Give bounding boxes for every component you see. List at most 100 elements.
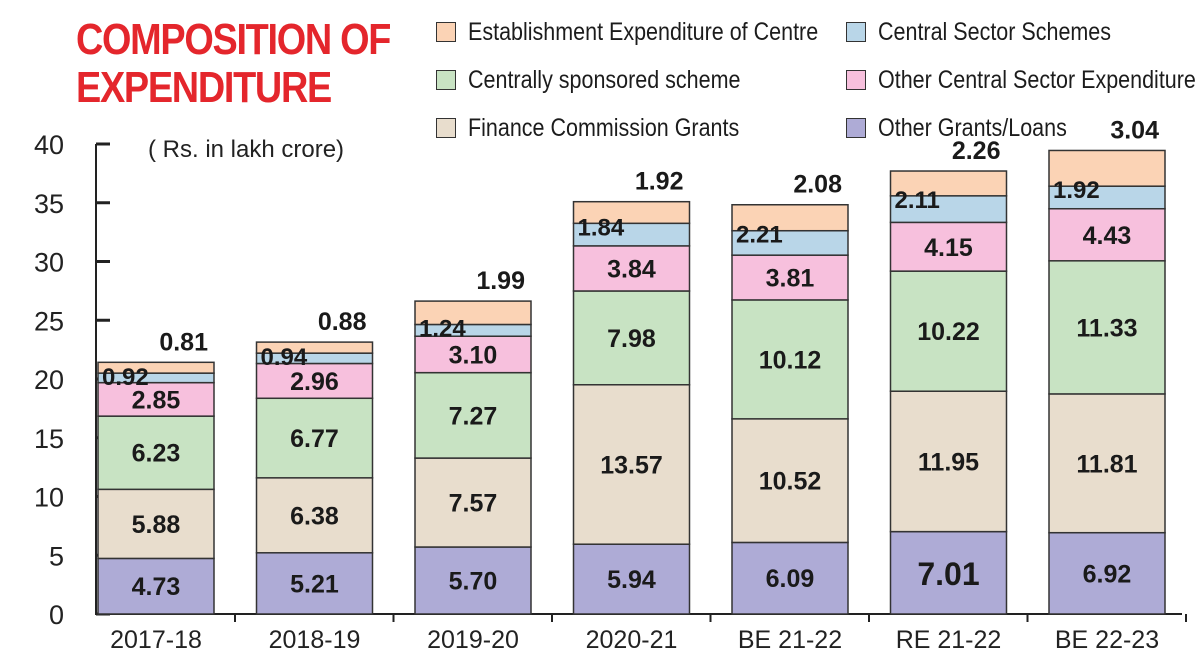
data-label-css: 6.23 bbox=[132, 440, 181, 468]
data-label-small-left: 0.94 bbox=[261, 344, 308, 371]
bar-segment-central_sector bbox=[889, 195, 1008, 224]
data-label-finance_commission: 7.57 bbox=[449, 490, 498, 518]
data-label-small-right: 1.99 bbox=[476, 267, 525, 295]
data-label-small-right: 1.92 bbox=[635, 168, 684, 196]
data-label-other_central: 4.15 bbox=[924, 234, 973, 262]
legend-item-css: Centrally sponsored scheme bbox=[436, 64, 785, 96]
bar-segment-finance_commission bbox=[572, 384, 691, 545]
bar-segment-css bbox=[97, 415, 215, 491]
bar-segment-css bbox=[255, 397, 374, 479]
unit-label: ( Rs. in lakh crore) bbox=[148, 136, 345, 163]
legend-swatch-other-grants bbox=[846, 118, 866, 138]
bar-segment-other_grants bbox=[731, 541, 849, 615]
legend-item-establishment: Establishment Expenditure of Centre bbox=[436, 16, 875, 48]
bar-segment-finance_commission bbox=[889, 390, 1008, 533]
bar-segment-other_grants bbox=[414, 546, 532, 615]
data-label-small-right: 0.81 bbox=[159, 328, 208, 356]
bar-segment-other_central bbox=[731, 254, 849, 301]
bar-segment-css bbox=[889, 270, 1008, 392]
data-label-css: 10.22 bbox=[917, 318, 980, 346]
y-tick-label: 40 bbox=[34, 130, 64, 160]
bar-segment-other_central bbox=[255, 362, 374, 400]
bar-segment-other_grants bbox=[1048, 531, 1166, 615]
legend-swatch-central-sector bbox=[846, 22, 866, 42]
bar-segment-other_grants bbox=[97, 557, 215, 615]
y-tick-label: 35 bbox=[34, 189, 64, 219]
bar-segment-css bbox=[731, 299, 849, 420]
data-label-css: 7.27 bbox=[449, 402, 498, 430]
data-label-other_central: 3.81 bbox=[766, 265, 815, 293]
bar-segment-other_grants bbox=[255, 552, 374, 615]
x-tick-label: RE 21-22 bbox=[896, 626, 1002, 654]
data-label-other_grants: 5.21 bbox=[290, 570, 339, 598]
legend-swatch-establishment bbox=[436, 22, 456, 42]
bar-segment-other_grants bbox=[572, 543, 691, 615]
data-label-css: 7.98 bbox=[607, 325, 656, 353]
bar-segment-establishment bbox=[889, 170, 1008, 197]
legend-item-central-sector: Central Sector Schemes bbox=[846, 16, 1149, 48]
y-tick-label: 30 bbox=[34, 248, 64, 278]
x-tick-label: 2017-18 bbox=[110, 626, 202, 654]
data-label-other_central: 4.43 bbox=[1083, 222, 1132, 250]
data-label-finance_commission: 13.57 bbox=[600, 451, 663, 479]
bar-segment-central_sector bbox=[572, 222, 691, 247]
data-label-small-right: 0.88 bbox=[318, 308, 367, 336]
data-label-small-left: 1.92 bbox=[1053, 177, 1100, 204]
bar-segment-finance_commission bbox=[255, 477, 374, 554]
data-label-finance_commission: 11.95 bbox=[918, 448, 979, 476]
bar-segment-central_sector bbox=[255, 352, 374, 365]
bar-segment-central_sector bbox=[731, 229, 849, 256]
data-label-small-left: 2.21 bbox=[736, 222, 783, 249]
data-label-small-right: 2.08 bbox=[793, 171, 842, 199]
y-tick-label: 25 bbox=[34, 306, 64, 336]
x-tick-label: BE 21-22 bbox=[738, 626, 842, 654]
bar-segment-finance_commission bbox=[97, 488, 215, 560]
data-label-other_grants: 6.09 bbox=[766, 565, 815, 593]
data-label-css: 10.12 bbox=[759, 346, 822, 374]
chart-title-line-2: EXPENDITURE bbox=[76, 63, 332, 112]
legend-label-css: Centrally sponsored scheme bbox=[468, 65, 741, 94]
data-label-other_grants: 5.70 bbox=[449, 568, 498, 596]
data-label-small-right: 3.04 bbox=[1110, 116, 1159, 144]
data-label-other_grants: 5.94 bbox=[607, 566, 656, 594]
data-label-other_central: 3.84 bbox=[607, 255, 656, 283]
data-label-finance_commission: 6.38 bbox=[290, 502, 339, 530]
bar-segment-other_central bbox=[97, 381, 215, 417]
bar-segment-establishment bbox=[731, 203, 849, 232]
legend-label-other-grants: Other Grants/Loans bbox=[878, 113, 1067, 142]
bar-segment-finance_commission bbox=[414, 457, 532, 548]
legend-item-finance-commission: Finance Commission Grants bbox=[436, 112, 783, 144]
y-tick-label: 15 bbox=[34, 424, 64, 454]
bar-segment-establishment bbox=[414, 300, 532, 326]
data-label-other_central: 2.85 bbox=[132, 386, 181, 414]
x-tick-label: 2020-21 bbox=[586, 626, 678, 654]
legend-label-other-central: Other Central Sector Expenditure bbox=[878, 65, 1196, 94]
bar-segment-other_central bbox=[1048, 207, 1166, 262]
legend-swatch-finance-commission bbox=[436, 118, 456, 138]
data-label-other_central: 3.10 bbox=[449, 341, 498, 369]
bar-segment-establishment bbox=[255, 341, 374, 354]
legend-item-other-central: Other Central Sector Expenditure bbox=[846, 64, 1200, 96]
bar-segment-css bbox=[414, 371, 532, 459]
data-label-finance_commission: 11.81 bbox=[1076, 450, 1137, 478]
bar-segment-finance_commission bbox=[1048, 393, 1166, 534]
bar-segment-establishment bbox=[1048, 149, 1166, 187]
data-label-css: 6.77 bbox=[290, 425, 339, 453]
data-label-small-left: 1.24 bbox=[419, 315, 466, 342]
x-tick-label: BE 22-23 bbox=[1055, 626, 1159, 654]
bar-segment-other_grants bbox=[889, 530, 1008, 615]
data-label-small-left: 1.84 bbox=[578, 214, 625, 241]
bar-segment-css bbox=[572, 290, 691, 386]
data-label-small-left: 0.92 bbox=[102, 364, 149, 391]
chart-title: COMPOSITION OF EXPENDITURE bbox=[76, 16, 391, 112]
bar-segment-other_central bbox=[414, 335, 532, 374]
data-label-small-left: 2.11 bbox=[895, 187, 940, 214]
legend-swatch-css bbox=[436, 70, 456, 90]
data-label-other_grants: 4.73 bbox=[132, 573, 181, 601]
legend-item-other-grants: Other Grants/Loans bbox=[846, 112, 1098, 144]
bar-segment-other_central bbox=[889, 221, 1008, 272]
y-tick-label: 10 bbox=[34, 483, 64, 513]
y-tick-label: 20 bbox=[34, 365, 64, 395]
y-tick-label: 0 bbox=[49, 600, 64, 630]
